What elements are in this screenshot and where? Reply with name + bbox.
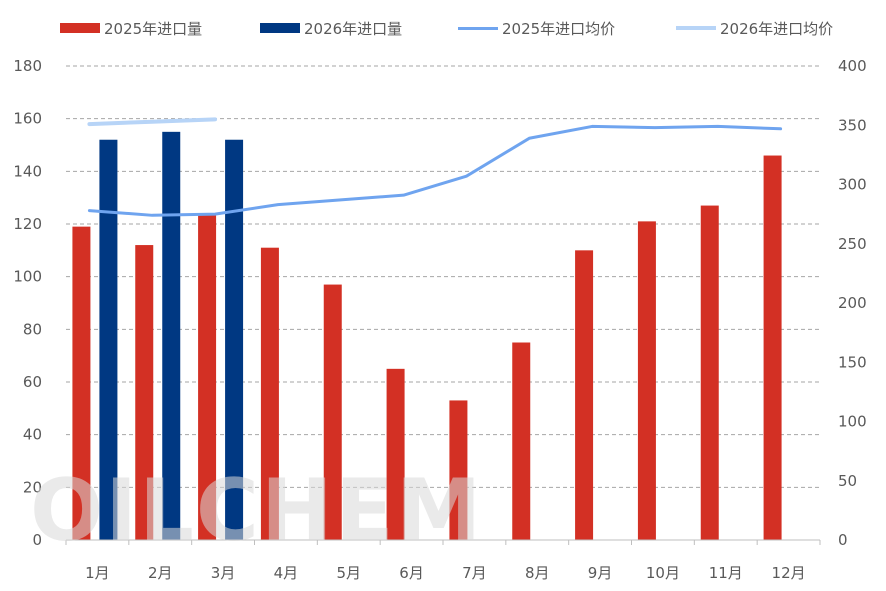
x-tick-label: 12月 bbox=[772, 564, 806, 582]
y-left-tick-label: 20 bbox=[23, 478, 42, 496]
y-right-tick-label: 400 bbox=[838, 57, 867, 75]
legend-swatch-3 bbox=[676, 26, 716, 30]
axis-layer: 0 20 40 60 80 100 120 140 160 180 0 50 100 150 200 250 3… bbox=[13, 57, 866, 582]
y-left-tick-label: 140 bbox=[13, 162, 42, 180]
legend-swatch-0 bbox=[60, 23, 100, 33]
y-right-tick-label: 150 bbox=[838, 353, 867, 371]
y-left-tick-label: 180 bbox=[13, 57, 42, 75]
legend-label-0: 2025年进口量 bbox=[104, 19, 203, 38]
y-left-tick-label: 40 bbox=[23, 426, 42, 444]
bar-series-2026 bbox=[99, 139, 118, 540]
x-tick-label: 1月 bbox=[85, 564, 110, 582]
legend-swatch-1 bbox=[260, 23, 300, 33]
bar-series-2025 bbox=[575, 250, 594, 541]
y-left-tick-label: 60 bbox=[23, 373, 42, 391]
bar-series-2025 bbox=[512, 342, 531, 540]
bar-series-2025 bbox=[260, 247, 279, 540]
y-right-tick-label: 100 bbox=[838, 413, 867, 431]
x-tick-label: 11月 bbox=[709, 564, 743, 582]
bar-series-2026 bbox=[162, 131, 181, 541]
y-left-tick-label: 120 bbox=[13, 215, 42, 233]
y-left-tick-label: 160 bbox=[13, 110, 42, 128]
bar-series-2025 bbox=[449, 400, 468, 540]
line-series-2025-price bbox=[87, 124, 783, 217]
y-right-tick-label: 50 bbox=[838, 472, 857, 490]
bar-series-2025 bbox=[135, 245, 154, 541]
legend-item-3: 2026年进口均价 bbox=[676, 14, 833, 42]
bar-series-2025 bbox=[637, 221, 656, 540]
legend-label-3: 2026年进口均价 bbox=[720, 19, 834, 38]
y-right-tick-label: 200 bbox=[838, 294, 867, 312]
bar-series-2025 bbox=[386, 368, 405, 540]
y-right-tick-label: 250 bbox=[838, 235, 867, 253]
y-right-tick-label: 0 bbox=[838, 531, 848, 549]
bar-series-2025 bbox=[72, 226, 91, 540]
watermark-text: OILCHEM bbox=[30, 461, 483, 561]
x-tick-label: 7月 bbox=[462, 564, 487, 582]
legend-label-2: 2025年进口均价 bbox=[502, 19, 616, 38]
x-tick-label: 3月 bbox=[211, 564, 236, 582]
y-left-tick-label: 80 bbox=[23, 320, 42, 338]
x-tick-label: 9月 bbox=[588, 564, 613, 582]
bar-series-2025 bbox=[763, 155, 782, 541]
bar-series-2026 bbox=[225, 139, 244, 540]
bar-series-2025 bbox=[323, 284, 342, 540]
line-layer bbox=[87, 117, 783, 217]
bar-series-2025 bbox=[700, 205, 719, 541]
x-tick-label: 2月 bbox=[148, 564, 173, 582]
legend-swatch-2 bbox=[458, 26, 498, 30]
legend-item-0: 2025年进口量 bbox=[60, 14, 202, 42]
bar-layer bbox=[72, 131, 782, 541]
y-left-tick-label: 0 bbox=[32, 531, 42, 549]
legend-label-1: 2026年进口量 bbox=[304, 19, 403, 38]
legend: 2025年进口量 2026年进口量 2025年进口均价 2026年进口均价 bbox=[0, 14, 886, 42]
bar-series-2025 bbox=[198, 213, 217, 540]
x-tick-label: 8月 bbox=[525, 564, 550, 582]
x-tick-label: 6月 bbox=[399, 564, 424, 582]
legend-item-2: 2025年进口均价 bbox=[458, 14, 615, 42]
x-tick-label: 5月 bbox=[336, 564, 361, 582]
legend-item-1: 2026年进口量 bbox=[260, 14, 402, 42]
x-tick-label: 10月 bbox=[646, 564, 680, 582]
x-tick-label: 4月 bbox=[274, 564, 299, 582]
y-right-tick-label: 350 bbox=[838, 116, 867, 134]
line-series-2026-price bbox=[87, 117, 218, 127]
y-left-tick-label: 100 bbox=[13, 268, 42, 286]
y-right-tick-label: 300 bbox=[838, 176, 867, 194]
